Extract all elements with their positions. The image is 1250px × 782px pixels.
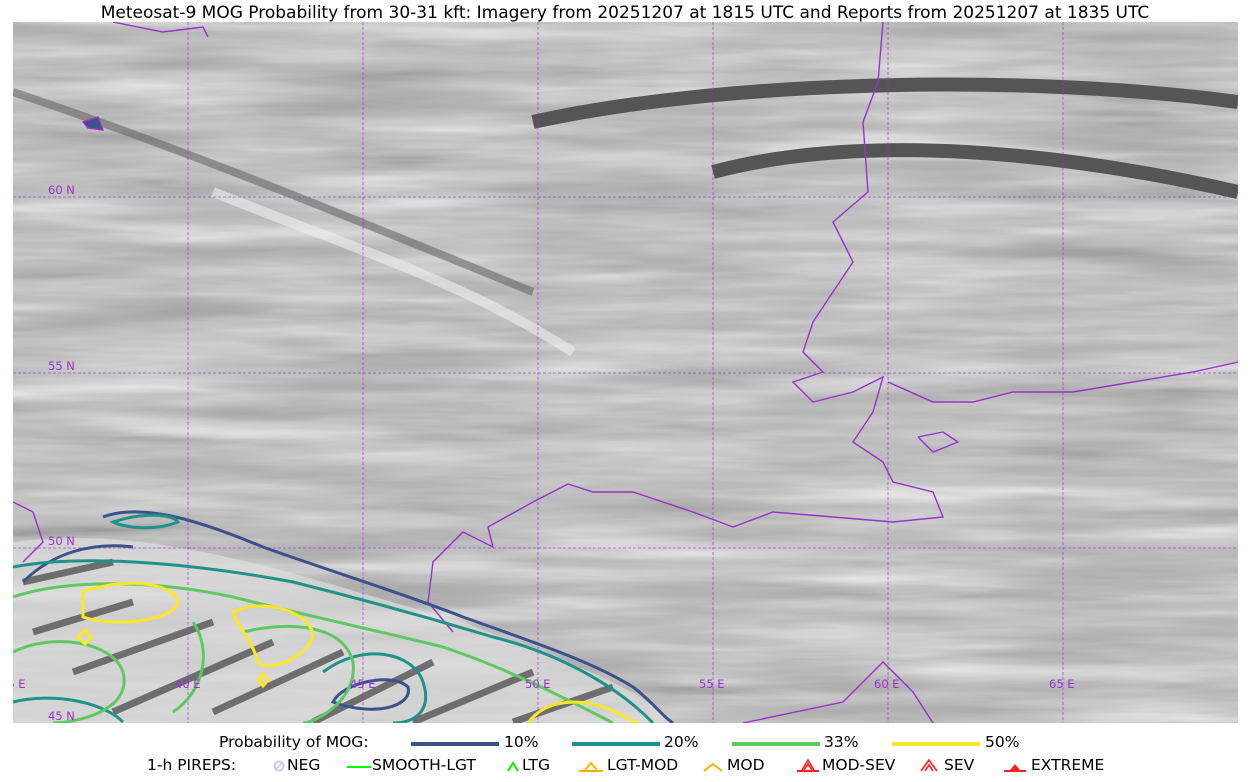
- neg-circle-icon: [273, 760, 285, 772]
- legend-swatch-33: [732, 742, 820, 746]
- map-title: Meteosat-9 MOG Probability from 30-31 kf…: [100, 3, 1150, 23]
- dark-band: [531, 77, 1238, 129]
- svg-text:35 E: 35 E: [13, 677, 26, 691]
- svg-text:50 N: 50 N: [48, 534, 75, 548]
- contour-50: [526, 700, 639, 723]
- caret-icon: [703, 762, 723, 772]
- contour-33: [13, 640, 126, 723]
- legend-swatch-10: [411, 742, 499, 746]
- caret-icon: [507, 761, 519, 772]
- dark-band: [13, 88, 535, 296]
- pirep-label: LTG: [522, 756, 550, 774]
- contour-10: [21, 544, 134, 584]
- svg-text:65 E: 65 E: [1049, 677, 1075, 691]
- pirep-label: EXTREME: [1031, 756, 1105, 774]
- double-caret-icon: [920, 758, 938, 772]
- legend-label: 10%: [504, 733, 539, 751]
- lon-labels: 35 E 40 E 45 E 50 E 55 E 60 E 65 E: [13, 677, 1075, 691]
- pirep-label: MOD-SEV: [822, 756, 896, 774]
- pirep-label: SMOOTH-LGT: [372, 756, 476, 774]
- filled-triangle-icon: [1004, 764, 1026, 772]
- contour-50: [75, 627, 270, 689]
- legend-title: Probability of MOG:: [219, 733, 369, 751]
- double-caret-bar-icon: [797, 758, 819, 772]
- contour-50: [81, 581, 180, 624]
- svg-text:60 E: 60 E: [874, 677, 900, 691]
- contour-10: [102, 510, 674, 723]
- svg-text:50 E: 50 E: [525, 677, 551, 691]
- dark-band: [711, 143, 1238, 199]
- legend-swatch-50: [892, 742, 980, 746]
- contour-20: [109, 513, 181, 530]
- contour-20: [322, 652, 428, 723]
- mog-contours: [13, 510, 674, 723]
- svg-text:40 E: 40 E: [175, 677, 201, 691]
- legend-label: 20%: [664, 733, 699, 751]
- pirep-label: SEV: [944, 756, 975, 774]
- contour-10: [330, 678, 410, 711]
- pirep-label: LGT-MOD: [607, 756, 679, 774]
- lat-labels: 60 N 55 N 50 N 45 N: [48, 183, 75, 723]
- svg-text:45 E: 45 E: [350, 677, 376, 691]
- stripes: [22, 558, 615, 723]
- legend-label: 33%: [824, 733, 859, 751]
- contour-50: [231, 604, 315, 668]
- turbulent-region: [13, 538, 673, 723]
- contour-20: [13, 696, 125, 723]
- legend-label: 50%: [985, 733, 1020, 751]
- svg-text:60 N: 60 N: [48, 183, 75, 197]
- pirep-label: MOD: [727, 756, 765, 774]
- svg-text:45 N: 45 N: [48, 709, 75, 723]
- bright-band: [211, 187, 576, 357]
- graticule: [13, 22, 1238, 723]
- political-borders: [13, 22, 1238, 723]
- satellite-map[interactable]: 60 N 55 N 50 N 45 N 35 E 40 E 45 E 50 E …: [13, 22, 1238, 723]
- svg-text:55 E: 55 E: [699, 677, 725, 691]
- pirep-label: NEG: [287, 756, 321, 774]
- contour-33: [172, 621, 355, 723]
- svg-text:55 N: 55 N: [48, 359, 75, 373]
- triangle-bar-icon: [579, 761, 603, 772]
- legend-swatch-20: [572, 742, 660, 746]
- pirep-legend-title: 1-h PIREPS:: [147, 756, 237, 774]
- contour-20: [13, 559, 655, 723]
- line-icon: [347, 766, 371, 768]
